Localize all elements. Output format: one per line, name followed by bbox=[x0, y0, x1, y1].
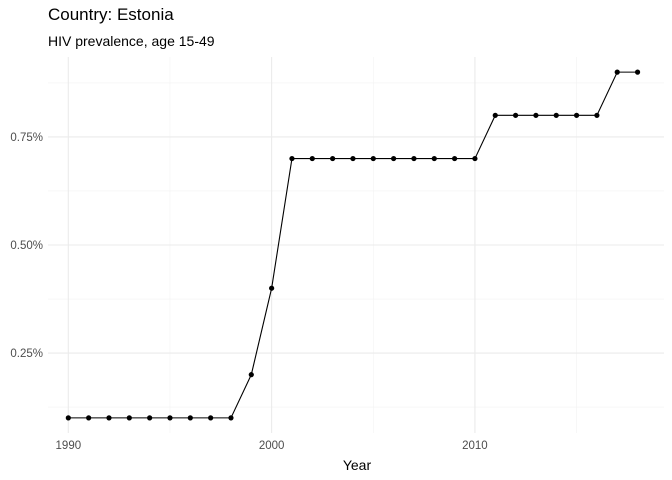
data-point bbox=[126, 415, 132, 421]
major-gridlines bbox=[48, 57, 664, 433]
data-point bbox=[431, 155, 437, 162]
chart-subtitle: HIV prevalence, age 15-49 bbox=[48, 33, 215, 49]
x-tick-label: 2000 bbox=[259, 440, 285, 452]
minor-gridlines bbox=[48, 57, 664, 433]
data-point bbox=[106, 415, 112, 421]
data-point bbox=[391, 155, 397, 162]
series-points-group bbox=[65, 69, 641, 421]
y-tick-label: 0.25% bbox=[10, 348, 43, 360]
data-point bbox=[512, 112, 519, 118]
y-tick-label: 0.75% bbox=[10, 132, 43, 144]
data-point bbox=[573, 112, 580, 118]
data-point bbox=[208, 415, 214, 421]
data-point bbox=[594, 112, 600, 118]
data-point bbox=[370, 155, 376, 162]
y-axis-tick-labels: 0.25% 0.50% 0.75% bbox=[10, 132, 43, 360]
data-point bbox=[452, 155, 458, 162]
data-point bbox=[330, 155, 336, 162]
data-point bbox=[65, 415, 71, 421]
data-point bbox=[187, 415, 193, 421]
data-point bbox=[634, 69, 641, 75]
data-point bbox=[411, 155, 417, 162]
data-point bbox=[309, 155, 315, 162]
data-point bbox=[533, 112, 539, 118]
data-point bbox=[492, 112, 498, 118]
x-tick-label: 2010 bbox=[462, 440, 488, 452]
data-point bbox=[86, 415, 92, 421]
data-point bbox=[248, 372, 254, 378]
data-point bbox=[167, 415, 173, 421]
y-tick-label: 0.50% bbox=[10, 240, 43, 252]
data-point bbox=[147, 415, 153, 421]
x-axis-tick-labels: 1990 2000 2010 bbox=[56, 440, 488, 452]
data-point bbox=[553, 112, 559, 118]
data-point bbox=[350, 155, 356, 162]
data-point bbox=[472, 155, 478, 162]
chart-title: Country: Estonia bbox=[48, 5, 174, 24]
data-point bbox=[228, 415, 234, 421]
data-point bbox=[269, 285, 275, 291]
data-point bbox=[289, 155, 295, 162]
data-point bbox=[614, 69, 620, 75]
x-tick-label: 1990 bbox=[56, 440, 82, 452]
x-axis-title: Year bbox=[343, 457, 372, 473]
